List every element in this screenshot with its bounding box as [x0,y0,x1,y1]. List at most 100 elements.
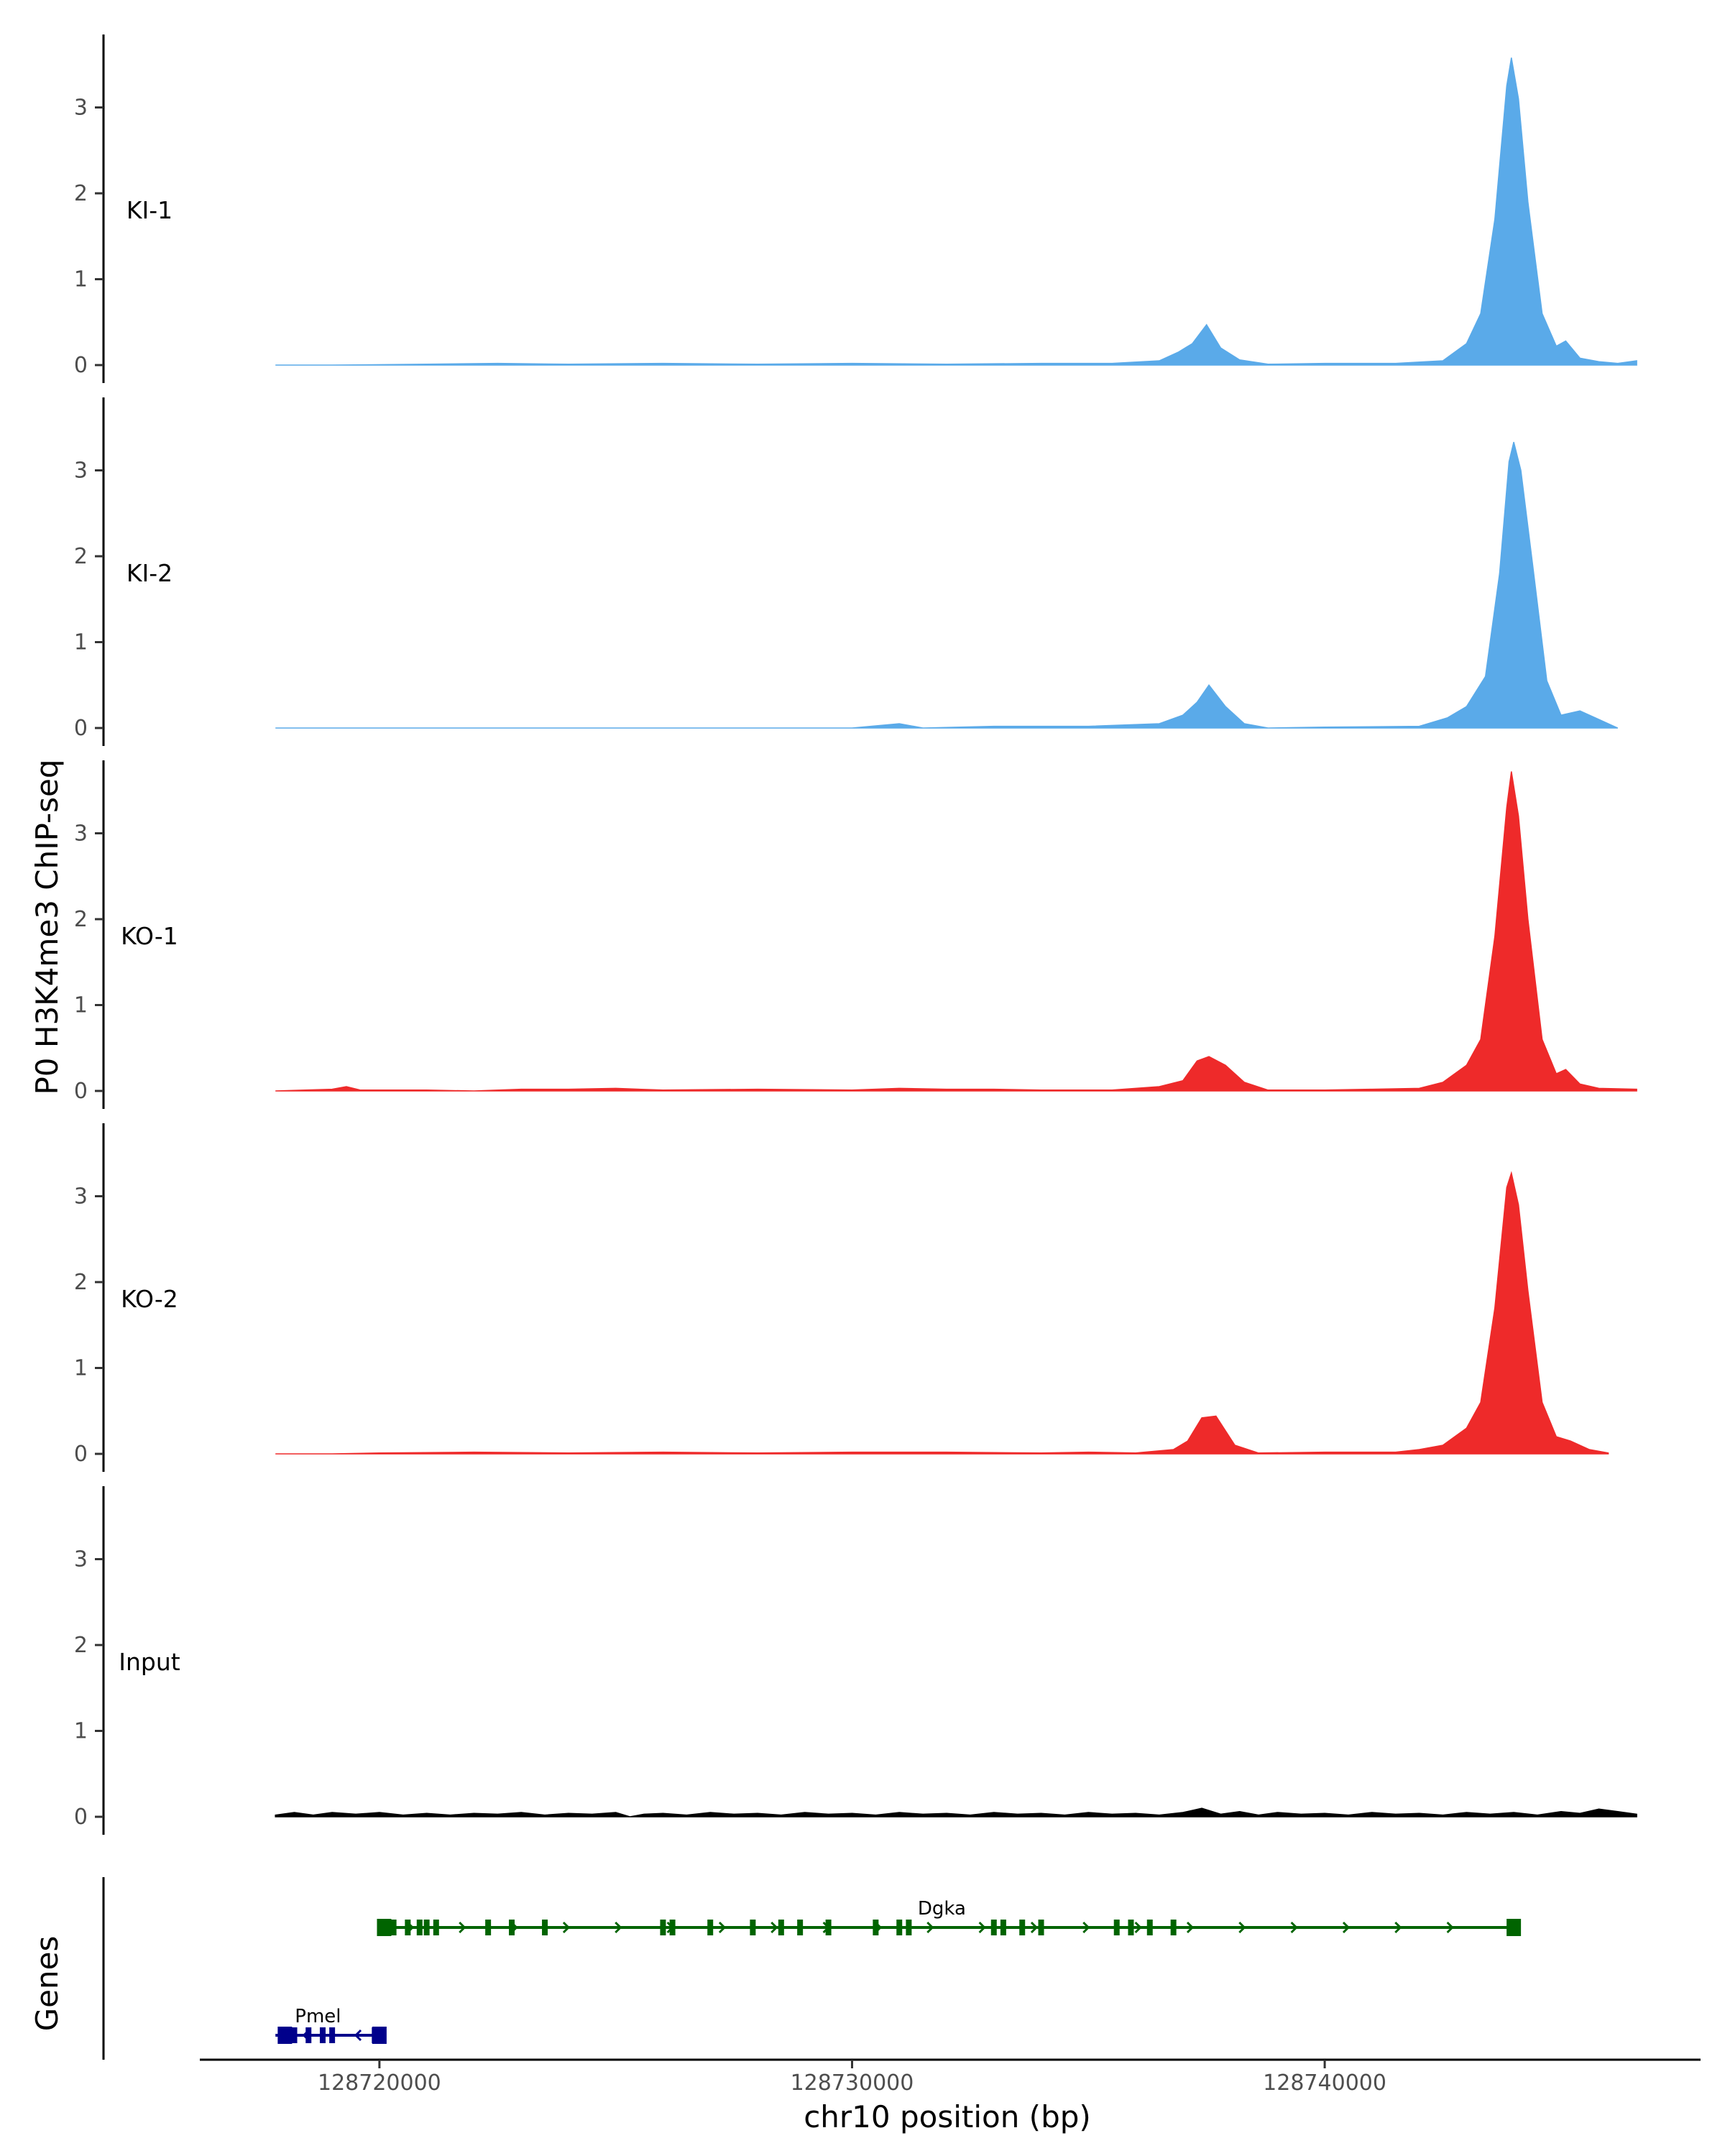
signal-area [275,57,1637,366]
exon [277,2027,293,2044]
y-tick-label: 3 [74,821,88,847]
y-tick-label: 2 [74,1270,88,1295]
y-tick-label: 0 [74,1442,88,1467]
y-tick-label: 1 [74,630,88,655]
track-ki-1: 0 1 2 3 KI-1 [74,34,1637,383]
track-label: KI-1 [126,196,172,224]
exon [305,2027,312,2043]
strand-arrow [718,1921,727,1934]
gene-pmel: Pmel [275,2006,387,2044]
y-tick-label: 2 [74,1633,88,1658]
track-ki-2: 0 1 2 3 KI-2 [74,397,1619,746]
exon [750,1920,756,1935]
exon [660,1920,666,1935]
y-tick-label: 1 [74,1356,88,1381]
track-label: KO-2 [121,1285,178,1313]
exon [542,1920,548,1935]
exon [1019,1920,1026,1935]
exon [1146,1920,1153,1935]
y-tick-label: 3 [74,96,88,121]
strand-arrow [1446,1921,1454,1934]
strand-arrow [354,2029,362,2042]
strand-arrow [1134,1921,1142,1934]
exon [329,2027,336,2043]
exon [669,1920,676,1935]
exon [1113,1920,1120,1935]
track-label: Input [119,1648,180,1676]
strand-arrow [459,1921,466,1934]
y-tick-label: 1 [74,993,88,1018]
exon [1128,1920,1134,1935]
strand-arrow [926,1921,934,1934]
exon [707,1920,714,1935]
y-tick-label: 0 [74,716,88,741]
exon [405,1920,411,1935]
exon [291,2027,298,2043]
y-tick-label: 2 [74,181,88,206]
x-tick-label: 128720000 [318,2070,441,2096]
exon [509,1920,515,1935]
exon [1506,1919,1522,1936]
y-tick-label: 0 [74,353,88,378]
strand-arrow [1030,1921,1039,1934]
track-input: 0 1 2 3 Input [74,1486,1637,1835]
y-tick-label: 3 [74,1184,88,1210]
y-tick-label: 0 [74,1805,88,1830]
exon [825,1920,832,1935]
y-tick-label: 2 [74,907,88,932]
exon [433,1920,439,1935]
y-tick-label: 3 [74,459,88,484]
x-tick-label: 128730000 [791,2070,914,2096]
strand-arrow [1238,1921,1246,1934]
y-axis-title: P0 H3K4me3 ChIP-seq [29,759,65,1095]
exon [896,1920,903,1935]
exon [319,2027,326,2043]
exon [797,1920,804,1935]
exon [1000,1920,1006,1935]
signal-area [275,1171,1609,1455]
signal-area [275,1807,1637,1818]
strand-arrow [770,1921,778,1934]
strand-arrow [562,1921,571,1934]
exon [1038,1920,1044,1935]
signal-area [275,771,1637,1092]
gene-dgka: Dgka [377,1898,1522,1936]
y-tick-label: 2 [74,544,88,569]
y-tick-label: 1 [74,1719,88,1744]
track-label: KO-1 [121,922,178,950]
exon [377,1919,392,1936]
track-ko-2: 0 1 2 3 KO-2 [74,1123,1609,1472]
genes-axis-title: Genes [29,1936,65,2032]
strand-arrow [1342,1921,1351,1934]
strand-arrow [1082,1921,1090,1934]
strand-arrow [1290,1921,1298,1934]
signal-tracks: 0 1 2 3 KI-1 0 1 2 3 KI-2 0 1 2 3 KO-1 0 1 2 3 KO-2 0 1 2 3 Inpu… [74,34,1637,1835]
x-tick-label: 128740000 [1263,2070,1386,2096]
exon [873,1920,879,1935]
strand-arrow [615,1921,622,1934]
exon [485,1920,492,1935]
x-axis: 128720000 128730000 128740000 [200,2058,1701,2096]
strand-arrow [1186,1921,1195,1934]
exon [906,1920,912,1935]
gene-label: Dgka [918,1898,966,1920]
strand-arrow [1394,1921,1402,1934]
gene-annotation-panel: Dgka Pmel [102,1877,1522,2060]
exon [778,1920,784,1935]
track-ko-1: 0 1 2 3 KO-1 [74,760,1637,1109]
exon [423,1920,430,1935]
exon [1170,1920,1177,1935]
track-label: KI-2 [126,559,172,587]
x-axis-title: chr10 position (bp) [804,2099,1091,2134]
exon [372,2027,387,2044]
exon [416,1920,423,1935]
y-tick-label: 0 [74,1079,88,1104]
y-tick-label: 1 [74,267,88,292]
exon [990,1920,997,1935]
y-tick-label: 3 [74,1547,88,1572]
strand-arrow [978,1921,986,1934]
exon [390,1920,397,1935]
signal-area [275,441,1619,729]
gene-label: Pmel [295,2006,341,2027]
